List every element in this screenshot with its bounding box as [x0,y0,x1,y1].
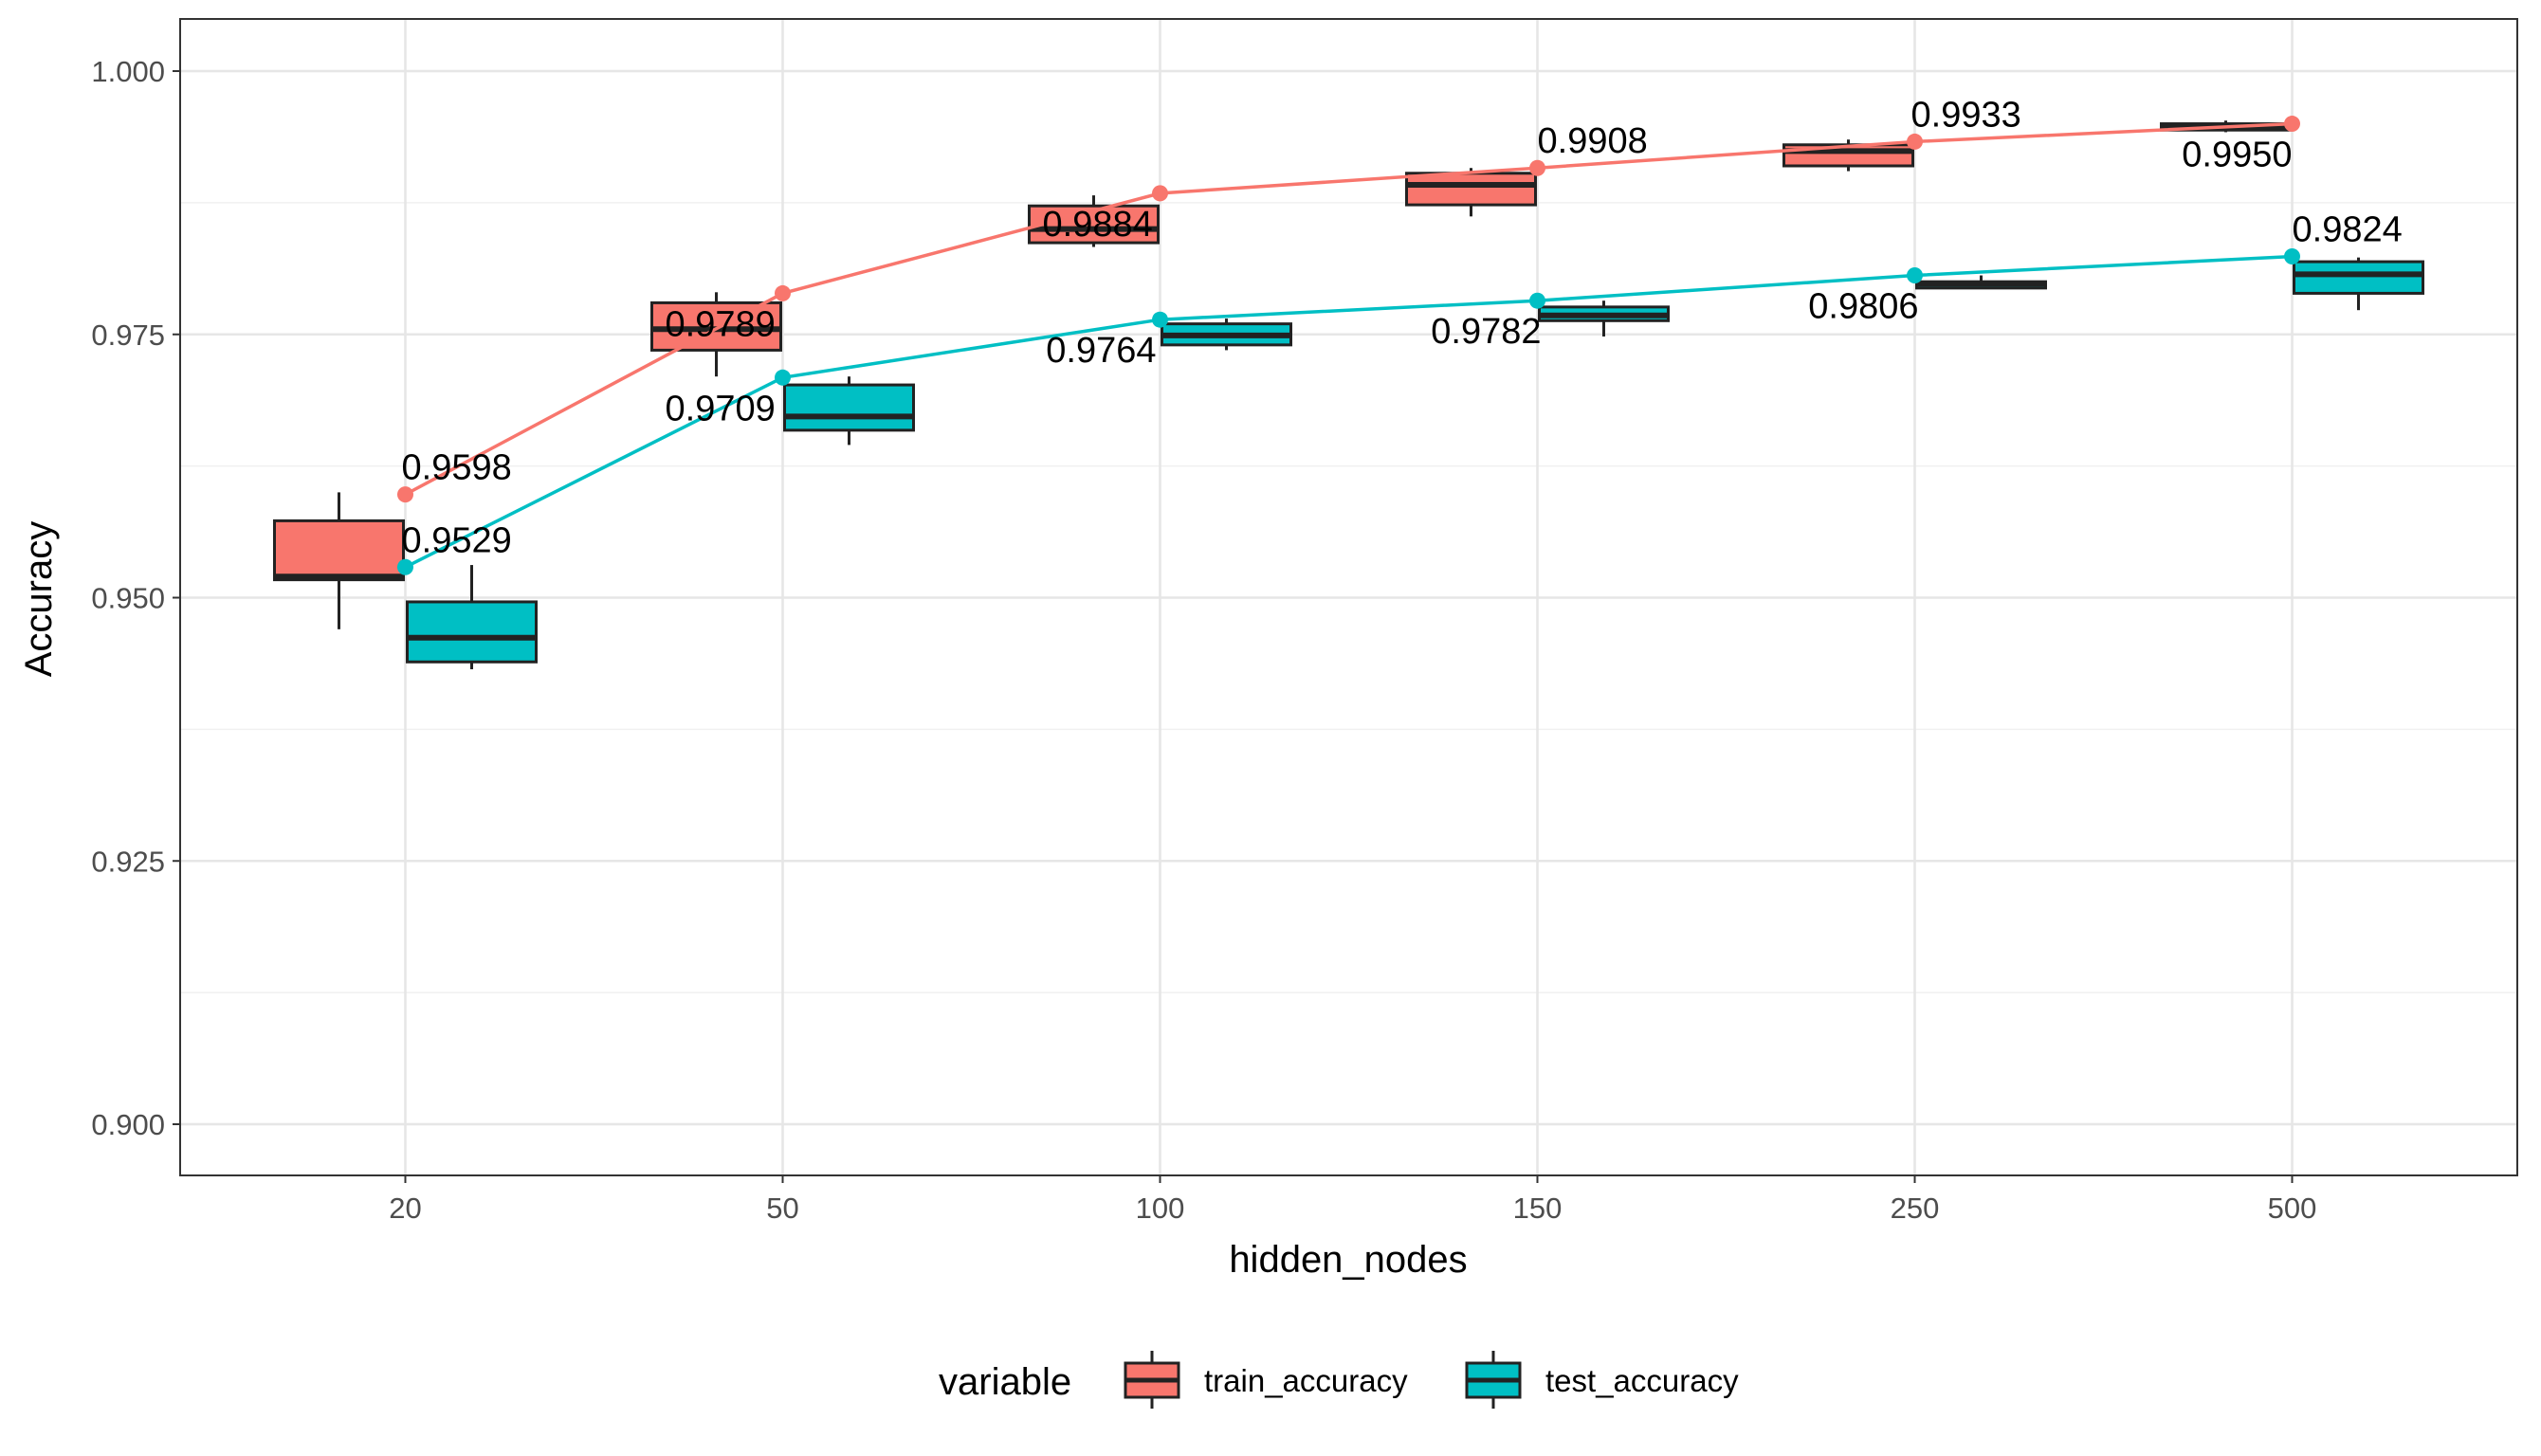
legend: variable train_accuracy test_accuracy [939,1351,1739,1409]
data-label-test_accuracy: 0.9764 [1046,331,1156,371]
x-tick-label: 150 [1513,1192,1563,1225]
data-label-train_accuracy: 0.9908 [1538,121,1648,161]
y-tick-label: 0.925 [91,845,165,878]
legend-title: variable [939,1361,1071,1403]
series-line-test_accuracy [404,254,2293,569]
y-tick-label: 0.900 [91,1108,165,1141]
point-train_accuracy [397,486,413,503]
x-tick-label: 20 [389,1192,421,1225]
x-tick-label: 250 [1891,1192,1940,1225]
point-test_accuracy [1907,267,1923,284]
boxplot-train_accuracy [273,492,405,629]
point-train_accuracy [2284,116,2300,133]
x-tick-label: 50 [766,1192,798,1225]
point-test_accuracy [1152,311,1168,328]
x-tick-label: 500 [2268,1192,2317,1225]
minor-gridlines [180,202,2517,993]
boxplot-test_accuracy [2293,257,2424,311]
y-axis: 0.900 0.925 0.950 0.975 1.000 [91,55,180,1141]
data-label-train_accuracy: 0.9933 [1911,95,2021,135]
y-axis-title: Accuracy [18,521,60,678]
y-tick-label: 0.975 [91,318,165,352]
point-test_accuracy [2284,248,2300,265]
x-tick-label: 100 [1136,1192,1185,1225]
y-tick-label: 1.000 [91,55,165,88]
data-labels: 0.9598 0.9789 0.9884 0.9908 0.9933 0.9950 0.95… [402,95,2403,560]
boxplot-test_accuracy [783,376,915,446]
box-iqr [2293,260,2424,295]
data-label-train_accuracy: 0.9598 [402,448,512,488]
legend-key-test_accuracy [1465,1351,1522,1409]
point-train_accuracy [1152,185,1168,202]
point-train_accuracy [1529,159,1545,176]
boxplot-train_accuracy [650,292,782,377]
box-iqr [406,600,538,664]
data-label-train_accuracy: 0.9789 [666,304,776,344]
point-train_accuracy [775,284,791,301]
data-label-train_accuracy: 0.9884 [1043,205,1153,245]
data-label-test_accuracy: 0.9824 [2293,210,2403,250]
box-iqr [273,519,405,582]
point-test_accuracy [397,558,413,575]
legend-key-train_accuracy [1124,1351,1180,1409]
data-label-train_accuracy: 0.9950 [2182,136,2292,175]
data-label-test_accuracy: 0.9529 [402,520,512,560]
y-tick-label: 0.950 [91,582,165,615]
major-gridlines [180,19,2517,1175]
boxplot-test_accuracy [1538,300,1670,337]
point-train_accuracy [1907,133,1923,150]
data-label-test_accuracy: 0.9806 [1808,287,1918,327]
boxplot-test_accuracy [1161,318,1292,351]
x-axis: 20 50 100 150 250 500 [389,1175,2316,1225]
point-test_accuracy [1529,292,1545,309]
data-label-test_accuracy: 0.9709 [666,389,776,428]
point-test_accuracy [775,369,791,386]
x-axis-title: hidden_nodes [1229,1239,1467,1281]
mean-lines [397,116,2300,575]
legend-label-train_accuracy: train_accuracy [1204,1363,1408,1398]
box-iqr [1405,172,1537,207]
box-iqr [783,383,915,432]
data-label-test_accuracy: 0.9782 [1431,312,1541,352]
series-line-train_accuracy [404,121,2293,497]
legend-label-test_accuracy: test_accuracy [1545,1363,1739,1398]
boxplot-test_accuracy [1915,275,2047,290]
boxplot-test_accuracy [406,565,538,670]
